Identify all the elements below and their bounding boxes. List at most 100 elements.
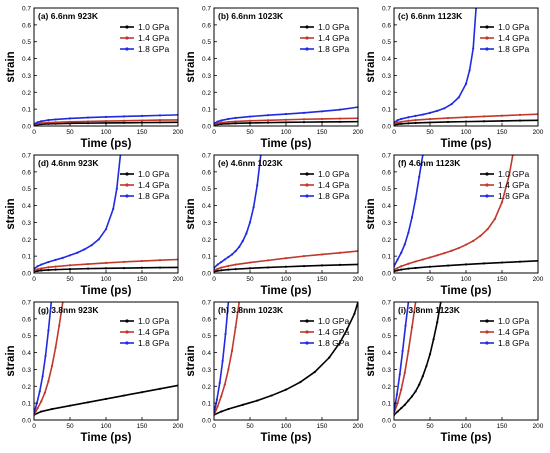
x-tick-label: 200: [353, 129, 364, 136]
data-point: [112, 207, 115, 211]
data-point: [83, 248, 86, 251]
y-tick-label: 0.6: [202, 316, 211, 323]
y-tick-label: 0.7: [382, 300, 391, 307]
data-point: [230, 253, 234, 256]
y-tick-label: 0.1: [22, 401, 31, 408]
y-tick-label: 0.2: [202, 384, 211, 391]
legend-label: 1.0 GPa: [318, 22, 349, 32]
x-tick-label: 200: [173, 129, 184, 136]
data-point: [396, 258, 399, 261]
y-tick-label: 0.0: [382, 271, 391, 278]
data-point: [407, 262, 410, 265]
y-tick-label: 0.0: [382, 124, 391, 131]
data-point: [86, 262, 90, 266]
x-axis-label: Time (ps): [261, 138, 312, 150]
x-tick-label: 150: [137, 423, 148, 430]
series-1.0-gpa: [394, 302, 442, 417]
y-tick-label: 0.6: [22, 169, 31, 176]
data-point: [436, 254, 439, 257]
panel-f: 0.0 0.1 0.2 0.3 0.4 0.5 0.6 0.7 0 50 100 150 200 Time…: [365, 153, 544, 298]
y-tick-label: 0.0: [22, 271, 31, 278]
x-tick-label: 100: [461, 276, 472, 283]
data-point: [216, 263, 219, 266]
legend-label: 1.4 GPa: [498, 180, 529, 190]
data-point: [421, 258, 424, 261]
legend-label: 1.4 GPa: [138, 180, 169, 190]
x-tick-label: 150: [137, 129, 148, 136]
y-tick-label: 0.7: [22, 153, 31, 160]
x-tick-label: 200: [353, 423, 364, 430]
data-point: [122, 260, 126, 263]
data-point: [428, 111, 432, 114]
legend-label: 1.4 GPa: [138, 33, 169, 43]
data-point: [421, 375, 424, 378]
series-1.4-gpa: [394, 155, 514, 271]
data-point: [395, 393, 398, 396]
x-tick-label: 150: [497, 129, 508, 136]
panel-title: (h) 3.8nm 1023K: [218, 305, 284, 315]
data-point: [338, 341, 342, 344]
y-tick-label: 0.0: [202, 271, 211, 278]
y-tick-label: 0.6: [22, 22, 31, 29]
data-point: [446, 264, 450, 267]
data-point: [414, 260, 417, 263]
y-tick-label: 0.3: [382, 220, 391, 227]
y-axis-label: strain: [185, 345, 197, 376]
series-1.4-gpa: [394, 302, 417, 415]
data-point: [36, 265, 39, 268]
data-point: [266, 114, 270, 117]
data-point: [40, 263, 43, 266]
data-point: [220, 269, 223, 272]
data-point: [398, 373, 401, 376]
legend-marker: [305, 183, 309, 187]
data-point: [400, 122, 403, 125]
data-point: [220, 395, 223, 398]
data-point: [50, 364, 54, 368]
data-point: [479, 234, 482, 238]
legend-label: 1.0 GPa: [498, 316, 529, 326]
y-tick-label: 0.1: [22, 254, 31, 261]
data-point: [36, 407, 39, 410]
x-tick-label: 50: [66, 129, 74, 136]
data-point: [410, 326, 414, 329]
x-axis-label: Time (ps): [81, 432, 132, 444]
legend-marker: [485, 36, 489, 40]
x-tick-label: 50: [426, 423, 434, 430]
x-tick-label: 0: [32, 423, 36, 430]
data-point: [407, 231, 410, 234]
series-line: [394, 302, 410, 412]
data-point: [234, 268, 237, 271]
legend-label: 1.8 GPa: [138, 338, 169, 348]
series-1.8-gpa: [394, 8, 478, 124]
x-tick-label: 0: [212, 276, 216, 283]
data-point: [414, 197, 417, 200]
data-point: [320, 253, 324, 256]
legend-label: 1.8 GPa: [318, 338, 349, 348]
panel-i: 0.0 0.1 0.2 0.3 0.4 0.5 0.6 0.7 0 50 100 150 200 Time…: [365, 300, 544, 445]
x-tick-label: 200: [533, 129, 544, 136]
data-point: [68, 254, 72, 257]
series-1.4-gpa: [394, 113, 538, 126]
data-point: [482, 115, 486, 118]
data-point: [482, 120, 486, 123]
data-point: [230, 349, 234, 352]
data-point: [500, 119, 504, 123]
series-line: [214, 155, 262, 269]
series-1.0-gpa: [214, 263, 358, 273]
legend-marker: [125, 341, 129, 345]
y-tick-label: 0.5: [22, 39, 31, 46]
y-axis-label: strain: [185, 51, 197, 82]
legend-marker: [305, 194, 309, 198]
data-point: [400, 265, 403, 268]
data-point: [284, 265, 288, 268]
data-point: [436, 109, 439, 112]
y-tick-label: 0.1: [22, 107, 31, 114]
data-point: [428, 117, 432, 121]
data-point: [227, 117, 230, 121]
legend-label: 1.8 GPa: [138, 191, 169, 201]
legend-marker: [485, 172, 489, 176]
series-1.8-gpa: [214, 106, 358, 125]
data-point: [407, 116, 410, 119]
data-point: [421, 113, 424, 116]
